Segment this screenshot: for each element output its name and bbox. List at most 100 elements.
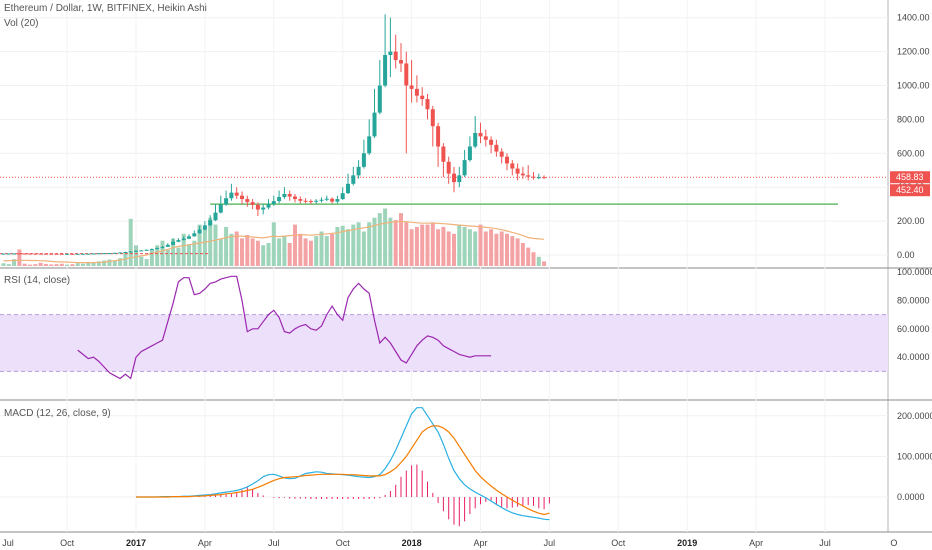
candle-body (102, 253, 107, 255)
candle-body (234, 192, 239, 196)
volume-bar (65, 264, 70, 266)
candle-body (149, 249, 154, 251)
candle-body (505, 156, 509, 164)
time-axis-label: Apr (473, 538, 487, 548)
volume-bar (351, 224, 356, 266)
candle-body (213, 212, 218, 221)
candle-body (17, 253, 22, 255)
volume-bar (33, 264, 38, 266)
candle-body (303, 200, 308, 202)
candle-body (473, 132, 478, 147)
time-axis-label: Jul (544, 538, 556, 548)
volume-bar (181, 233, 186, 266)
volume-bar (224, 226, 229, 266)
candle-body (393, 51, 398, 61)
candle-body (467, 146, 472, 161)
volume-bar (510, 236, 515, 266)
volume-bar (420, 224, 425, 266)
volume-bar (505, 233, 509, 266)
secondary-price-label: 452.40 (896, 185, 924, 195)
candle-body (399, 60, 403, 64)
volume-bar (134, 245, 138, 266)
chart-title: Ethereum / Dollar, 1W, BITFINEX, Heikin … (4, 3, 207, 14)
volume-bar (452, 233, 456, 266)
volume-bar (149, 249, 154, 266)
candle-body (340, 193, 345, 200)
candle-body (526, 175, 531, 177)
candle-body (483, 136, 488, 140)
volume-bar (171, 238, 176, 266)
price-tick-label: 1000.00 (897, 81, 930, 91)
candle-body (91, 253, 96, 255)
volume-bar (6, 264, 11, 266)
volume-bar (367, 222, 372, 266)
candle-body (187, 236, 191, 239)
candle-body (356, 166, 361, 176)
candle-body (28, 253, 32, 255)
volume-bar (12, 259, 17, 266)
candle-body (197, 229, 202, 234)
volume-bar (255, 240, 260, 266)
volume-bar (59, 263, 64, 266)
candle-body (49, 253, 54, 255)
candle-body (531, 176, 536, 178)
candle-body (192, 233, 197, 237)
volume-bar (165, 249, 170, 266)
time-axis-label: Jul (268, 538, 280, 548)
volume-bar (112, 260, 117, 266)
candle-body (144, 249, 149, 251)
candle-body (176, 240, 181, 242)
candle-body (346, 183, 350, 194)
volume-bar (414, 226, 419, 266)
rsi-label: RSI (14, close) (4, 275, 71, 286)
time-axis-label: Jul (2, 538, 14, 548)
volume-bar (28, 264, 32, 266)
candle-body (59, 253, 64, 255)
candle-body (118, 252, 123, 254)
macd-tick-label: 200.0000 (897, 411, 932, 421)
candle-body (12, 253, 17, 255)
price-tick-label: 800.00 (897, 114, 925, 124)
candle-body (245, 199, 250, 203)
candle-body (361, 153, 366, 167)
candle-body (277, 197, 282, 202)
candle-body (160, 246, 165, 249)
candle-body (510, 163, 515, 169)
candle-body (515, 168, 520, 174)
volume-bar (1, 263, 6, 266)
volume-bar (22, 263, 27, 266)
volume-bar (261, 245, 266, 266)
volume-bar (118, 258, 123, 266)
candle-body (293, 196, 297, 200)
volume-bar (314, 236, 319, 266)
candle-body (112, 252, 117, 254)
volume-label: Vol (20) (4, 18, 39, 29)
volume-bar (218, 238, 223, 266)
candle-body (282, 193, 287, 198)
volume-bar (81, 263, 85, 266)
candle-body (308, 201, 313, 203)
volume-bar (250, 238, 255, 266)
candle-body (335, 199, 340, 202)
volume-bar (409, 229, 414, 266)
volume-bar (234, 231, 239, 266)
candle-body (494, 144, 499, 152)
candle-body (367, 136, 372, 154)
candle-body (240, 195, 244, 200)
candle-body (261, 207, 266, 210)
volume-bar (86, 262, 91, 266)
last-price-tag (890, 171, 930, 184)
volume-bar (536, 256, 541, 266)
volume-bar (282, 236, 287, 266)
candle-body (425, 99, 430, 110)
candle-body (478, 132, 483, 137)
time-axis-label: 2019 (677, 538, 697, 548)
volume-bar (330, 233, 335, 266)
volume-bar (102, 260, 107, 266)
volume-bar (54, 264, 59, 266)
rsi-tick-label: 40.0000 (897, 352, 930, 362)
price-tick-label: 0.00 (897, 250, 915, 260)
candle-body (383, 54, 388, 86)
volume-bar (139, 256, 144, 266)
